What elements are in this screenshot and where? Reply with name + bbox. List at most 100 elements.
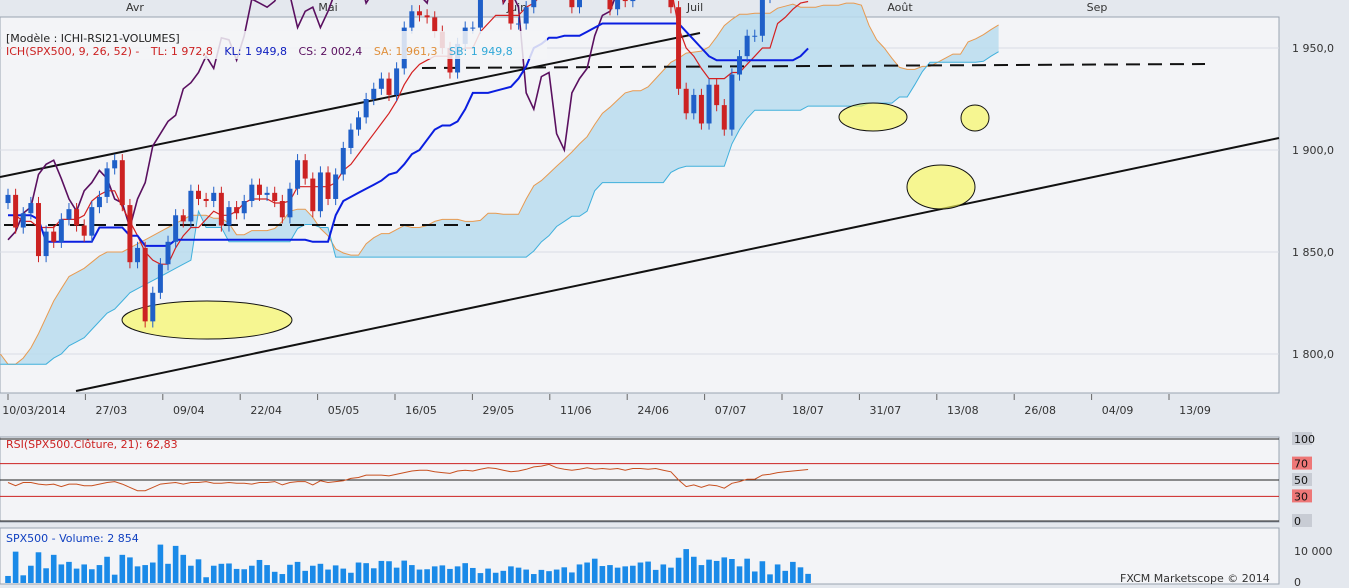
- volume-bar: [637, 562, 644, 583]
- volume-bars: 10 000 0: [5, 544, 1333, 588]
- candle-body: [317, 172, 323, 212]
- candle-body: [196, 190, 201, 199]
- candle-body: [508, 0, 514, 24]
- candle-body: [5, 194, 11, 204]
- candle-body: [188, 190, 194, 222]
- candle-body: [96, 196, 102, 208]
- senkou-span-a: [0, 2, 999, 365]
- volume-bar: [20, 575, 27, 583]
- volume-bar: [302, 570, 308, 583]
- candle-body: [218, 192, 224, 226]
- ich-label: ICH(SPX500, 9, 26, 52) -: [6, 45, 139, 58]
- volume-bar: [668, 567, 674, 583]
- date-tick-label: 13/08: [947, 404, 979, 417]
- volume-bar: [5, 575, 11, 583]
- candle-body: [43, 231, 49, 257]
- highlight-ellipse: [906, 164, 976, 210]
- candle-body: [249, 184, 255, 201]
- volume-bar: [249, 565, 255, 583]
- volume-bar: [462, 563, 468, 583]
- volume-bar: [325, 569, 331, 583]
- candle-body: [180, 215, 186, 222]
- rsi-level-label: 50: [1294, 474, 1308, 487]
- volume-bar: [782, 570, 789, 583]
- candle-body: [142, 247, 148, 322]
- annotations: [0, 32, 1280, 392]
- volume-bar: [66, 561, 72, 583]
- volume-bar: [675, 557, 682, 583]
- volume-bar: [706, 559, 712, 583]
- rsi-level-tag: [1292, 473, 1312, 486]
- volume-bar: [774, 564, 781, 583]
- candle-body: [241, 201, 247, 214]
- candle-body: [295, 160, 301, 189]
- candle-body: [447, 48, 453, 73]
- volume-bar: [729, 559, 735, 583]
- candle-body: [28, 203, 34, 214]
- volume-bar: [477, 573, 484, 583]
- volume-bar: [409, 565, 415, 583]
- date-tick-label: 10/03/2014: [2, 404, 65, 417]
- chikou-label: CS: 2 002,4: [298, 45, 362, 58]
- candle-body: [394, 68, 400, 95]
- volume-bar: [89, 569, 95, 583]
- volume-bar: [127, 557, 133, 583]
- month-label: Août: [887, 1, 913, 14]
- volume-bar: [111, 574, 118, 583]
- candle-body: [157, 264, 163, 293]
- volume-bar: [35, 552, 42, 583]
- candle-body: [310, 178, 316, 212]
- candle-body: [13, 194, 19, 228]
- candle-body: [51, 231, 57, 242]
- volume-bar: [744, 558, 750, 583]
- volume-bar: [81, 564, 87, 583]
- candle-body: [615, 0, 621, 10]
- date-tick-label: 18/07: [792, 404, 824, 417]
- candle-body: [127, 205, 133, 263]
- volume-bar: [591, 558, 598, 583]
- rsi-level-tag: [1292, 489, 1312, 503]
- candle-body: [721, 105, 727, 130]
- volume-bar: [683, 549, 689, 583]
- candle-body: [744, 35, 750, 57]
- chikou-span: [7, 0, 616, 241]
- month-label: Mai: [318, 1, 337, 14]
- volume-bar: [195, 559, 202, 583]
- price-tick-label: 1 850,0: [1292, 246, 1334, 259]
- price-tick-label: 1 800,0: [1292, 348, 1334, 361]
- volume-bar: [317, 563, 324, 583]
- candle-body: [272, 192, 278, 201]
- volume-bar: [119, 554, 126, 583]
- volume-bar: [50, 554, 57, 583]
- candle-body: [424, 15, 430, 18]
- date-tick-label: 05/05: [328, 404, 360, 417]
- volume-bar: [256, 559, 263, 583]
- price-axis: 1 800,01 850,01 900,01 950,02 002,4: [1292, 42, 1334, 361]
- candle-body: [714, 84, 720, 106]
- volume-bar: [721, 557, 728, 583]
- candle-body: [371, 88, 377, 99]
- volume-bar: [630, 565, 636, 583]
- candle-body: [112, 160, 118, 169]
- candle-body: [302, 160, 308, 179]
- candle-body: [81, 225, 87, 236]
- candle-body: [569, 0, 575, 8]
- volume-bar: [546, 571, 552, 583]
- volume-bar: [180, 554, 187, 583]
- candle-body: [340, 147, 346, 175]
- candle-body: [363, 99, 369, 118]
- candle-body: [89, 207, 95, 236]
- volume-bar: [28, 565, 34, 583]
- rsi-level-tag: [1292, 456, 1312, 470]
- rsi-level-label: 70: [1294, 458, 1308, 471]
- candle-body: [119, 160, 125, 206]
- month-label: Juil: [686, 1, 703, 14]
- volume-bar: [492, 572, 499, 583]
- month-markers: Avr Mai Juin Juil Août Sep: [126, 1, 1107, 24]
- candle-body: [74, 209, 80, 226]
- volume-bar: [660, 564, 667, 583]
- volume-bar: [416, 569, 423, 583]
- volume-bar: [530, 574, 537, 583]
- candle-body: [325, 172, 331, 199]
